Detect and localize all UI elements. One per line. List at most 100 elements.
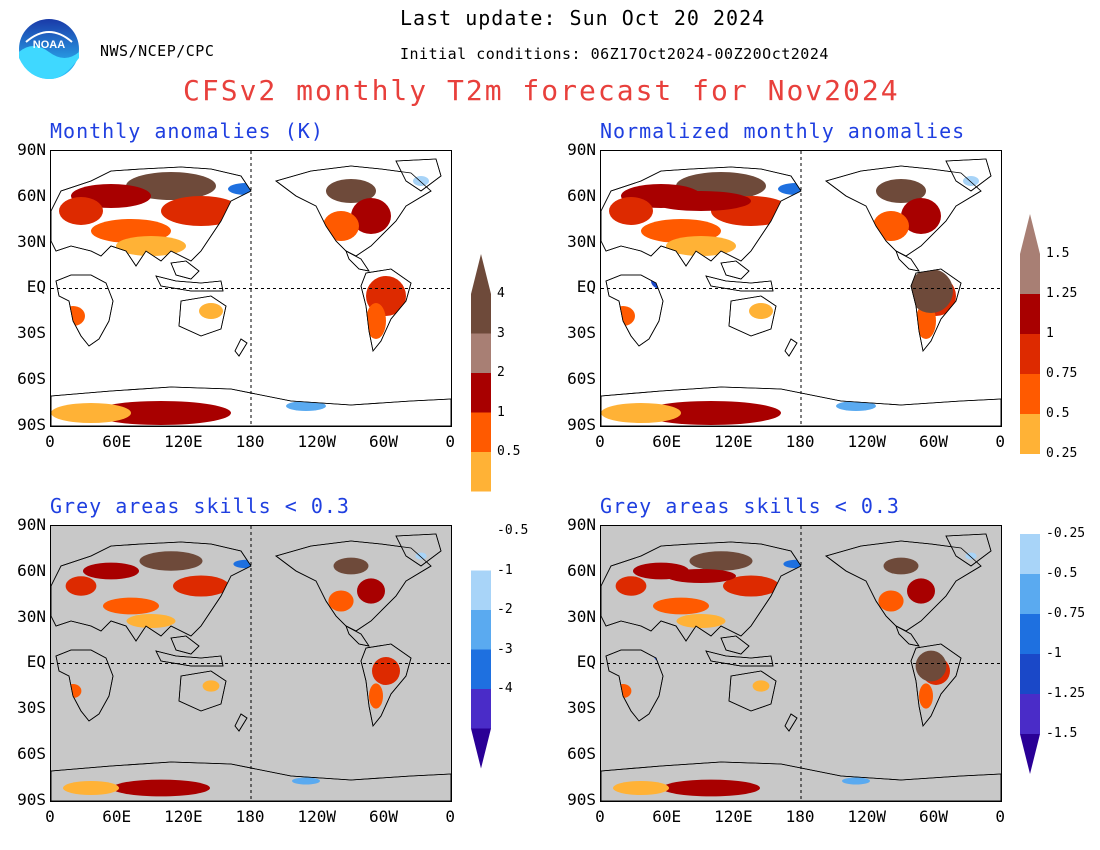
colorbar-label: -0.25: [1046, 526, 1086, 541]
lat-label: 90S: [17, 414, 46, 434]
colorbar-label: -2: [497, 602, 513, 617]
last-update: Last update: Sun Oct 20 2024: [400, 6, 766, 30]
anomaly-area: [915, 650, 947, 682]
colorbar-label: 1: [497, 404, 505, 420]
panel-title-bottom-right: Grey areas skills < 0.3: [600, 494, 900, 518]
warm-anomaly-area: [749, 303, 773, 319]
colorbar-top-arrow: [471, 254, 491, 294]
cold-anomaly-area: [413, 176, 429, 186]
colorbar-label: -4: [497, 681, 513, 696]
colorbar-segment: [471, 649, 491, 689]
colorbar-segment: [471, 531, 491, 571]
map-svg: [601, 526, 1001, 801]
lon-label: 180: [235, 432, 265, 451]
anomaly-area: [909, 269, 953, 313]
colorbar-label: 0.5: [1046, 406, 1070, 421]
cold-anomaly-area: [286, 401, 326, 411]
lat-label: 90N: [567, 515, 596, 534]
warm-anomaly-area: [369, 683, 383, 709]
colorbar-label: -1: [1046, 646, 1062, 661]
lat-label: 30N: [17, 231, 46, 251]
cold-anomaly-area: [836, 401, 876, 411]
lat-label: 90N: [17, 140, 46, 159]
colorbar-segment: [471, 452, 491, 492]
colorbar-top-arrow: [1020, 214, 1040, 254]
warm-anomaly-area: [333, 557, 369, 575]
colorbar-label: 1.25: [1046, 286, 1078, 301]
lon-label: 60W: [369, 432, 398, 451]
warm-anomaly-area: [326, 179, 376, 203]
lat-label: 60N: [17, 185, 46, 205]
warm-anomaly-area: [752, 680, 770, 692]
noaa-logo: NOAA: [18, 18, 80, 80]
lon-label: 120E: [714, 432, 753, 451]
warm-anomaly-area: [65, 576, 97, 596]
warm-anomaly-area: [372, 657, 400, 685]
lon-label: 120W: [847, 807, 887, 826]
lon-label: 120E: [714, 807, 753, 826]
anomaly-area: [666, 569, 736, 583]
warm-anomaly-area: [676, 614, 726, 628]
colorbar-segment: [1020, 494, 1040, 534]
colorbar-segment: [471, 570, 491, 610]
colorbar-segment: [471, 689, 491, 729]
warm-anomaly-area: [878, 590, 904, 612]
logo-text: NOAA: [33, 39, 65, 51]
lon-label: 180: [785, 807, 815, 826]
warm-anomaly-area: [901, 198, 941, 234]
colorbar-label: -1.5: [1046, 726, 1078, 741]
lat-label: 90S: [17, 789, 46, 809]
map-svg: [51, 526, 451, 801]
colorbar-label: -3: [497, 641, 513, 657]
colorbar-segment: [1020, 454, 1040, 494]
lat-label: 60S: [17, 369, 46, 388]
colorbar-bottom-arrow: [471, 728, 491, 769]
colorbar-anomalies: 4 3 2 1 0.5 -0.5 -1 -2 -3 -4: [471, 254, 531, 769]
colorbar-segment: [1020, 654, 1040, 694]
map-panel-skill-anomalies: [50, 525, 452, 802]
warm-anomaly-area: [202, 680, 220, 692]
warm-anomaly-area: [161, 196, 241, 226]
colorbar-segment: [1020, 254, 1040, 294]
lat-label: 30S: [567, 323, 596, 343]
warm-anomaly-area: [91, 401, 231, 425]
colorbar-bottom-arrow: [1020, 734, 1040, 774]
panel-title-top-right: Normalized monthly anomalies: [600, 119, 966, 143]
colorbar-label: 0.5: [497, 444, 521, 459]
panel-title-top-left: Monthly anomalies (K): [50, 119, 324, 143]
colorbar-segment: [1020, 614, 1040, 654]
colorbar-segment: [1020, 534, 1040, 574]
warm-anomaly-area: [919, 683, 933, 709]
warm-anomaly-area: [662, 779, 760, 797]
warm-anomaly-area: [83, 562, 139, 580]
lon-label: 0: [995, 432, 1005, 451]
colorbar-segment: [1020, 294, 1040, 334]
lat-label: 60S: [17, 744, 46, 763]
warm-anomaly-area: [689, 551, 753, 571]
panel-title-bottom-left: Grey areas skills < 0.3: [50, 494, 350, 518]
lon-label: 60W: [369, 807, 398, 826]
warm-anomaly-area: [366, 303, 386, 339]
map-panel-normalized: [600, 150, 1002, 427]
page-title: CFSv2 monthly T2m forecast for Nov2024: [183, 74, 900, 107]
colorbar-label: 2: [497, 365, 505, 380]
map-svg: [51, 151, 451, 426]
lat-label: EQ: [26, 652, 46, 672]
warm-anomaly-area: [601, 403, 681, 423]
colorbar-label: -0.5: [497, 523, 529, 538]
anomaly-area: [651, 191, 751, 211]
lon-label: 60W: [919, 807, 948, 826]
warm-anomaly-area: [723, 575, 779, 597]
lon-label: 120E: [164, 432, 203, 451]
lat-label: 60N: [17, 560, 46, 580]
cold-anomaly-area: [842, 777, 870, 785]
colorbar-segment: [471, 412, 491, 452]
warm-anomaly-area: [351, 198, 391, 234]
lon-label: 0: [595, 807, 605, 826]
lon-label: 60E: [652, 807, 682, 826]
colorbar-label: 3: [497, 325, 505, 341]
lon-label: 60E: [652, 432, 682, 451]
warm-anomaly-area: [641, 401, 781, 425]
lat-label: 30S: [17, 323, 46, 343]
colorbar-segment: [471, 491, 491, 531]
